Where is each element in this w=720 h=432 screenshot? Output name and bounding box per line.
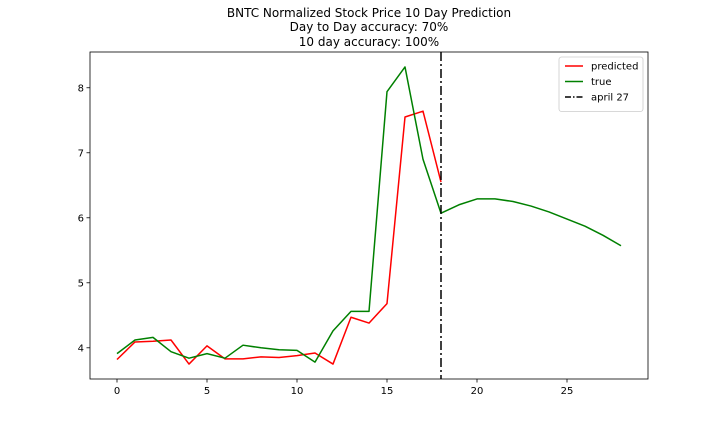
series-line-true — [116, 66, 622, 363]
plot-frame — [89, 51, 649, 380]
legend: predicted true april 27 — [558, 56, 644, 112]
y-tick-label: 4 — [78, 343, 84, 354]
x-tick-label: 15 — [381, 386, 394, 397]
legend-label: predicted — [591, 62, 638, 73]
x-tick-label: 25 — [561, 386, 574, 397]
x-tick-label: 0 — [114, 386, 120, 397]
x-tick-label: 20 — [471, 386, 484, 397]
series-layer — [116, 52, 622, 379]
x-axis: 0 5 10 15 20 25 — [114, 379, 574, 397]
chart-title: BNTC Normalized Stock Price 10 Day Predi… — [227, 6, 511, 49]
legend-label: true — [591, 77, 612, 88]
x-tick-label: 10 — [291, 386, 304, 397]
x-tick-label: 5 — [204, 386, 210, 397]
y-tick-label: 6 — [78, 213, 84, 224]
y-tick-label: 8 — [78, 83, 84, 94]
title-line-2: Day to Day accuracy: 70% — [290, 20, 449, 34]
y-axis: 4 5 6 7 8 — [78, 83, 90, 354]
legend-label: april 27 — [591, 93, 629, 104]
series-line-predicted — [116, 110, 442, 365]
title-line-3: 10 day accuracy: 100% — [299, 35, 439, 49]
legend-box — [558, 56, 644, 112]
y-tick-label: 7 — [78, 148, 84, 159]
y-tick-label: 5 — [78, 278, 84, 289]
title-line-1: BNTC Normalized Stock Price 10 Day Predi… — [227, 6, 511, 20]
